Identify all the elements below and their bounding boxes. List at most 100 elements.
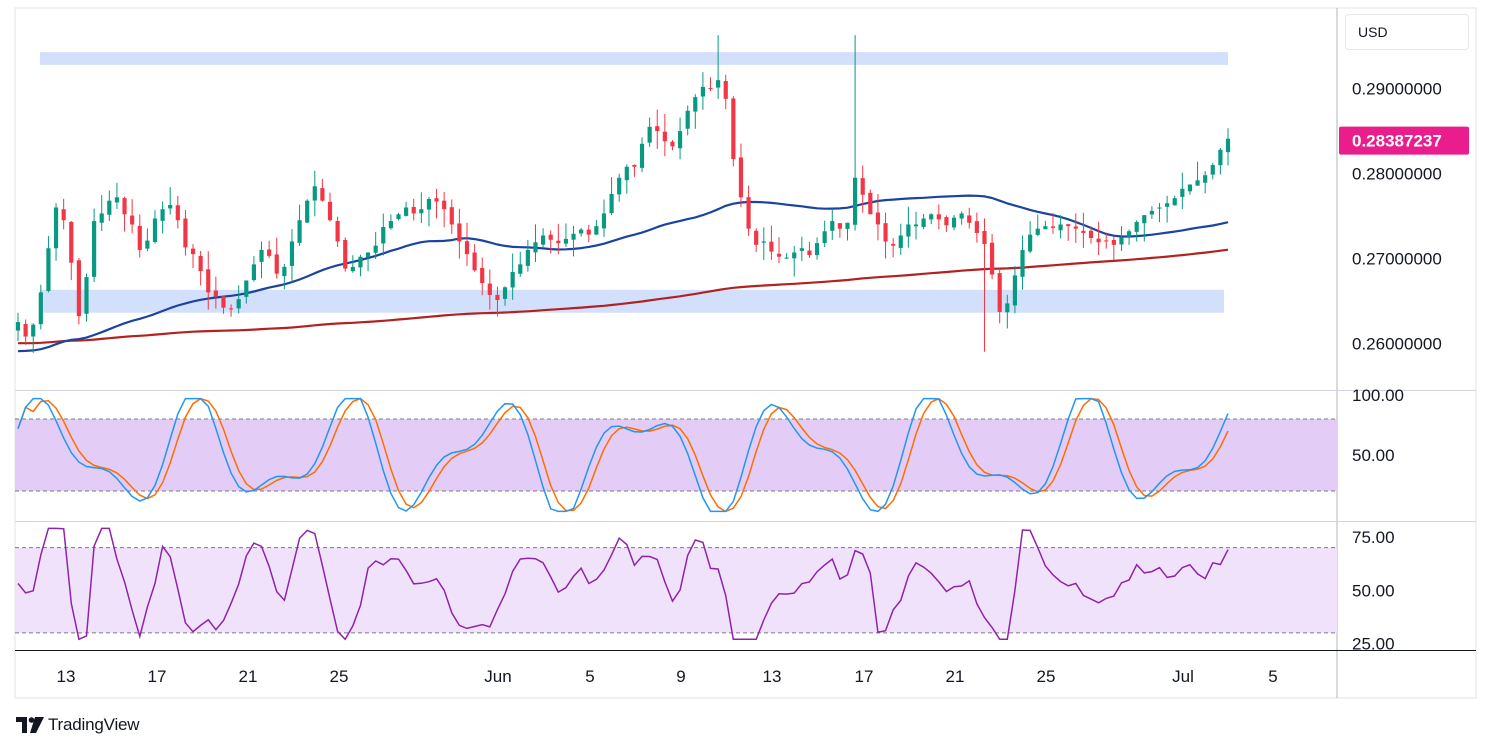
candle xyxy=(312,170,317,217)
candle xyxy=(1134,220,1139,242)
candle xyxy=(746,185,751,236)
candle xyxy=(1088,226,1094,244)
candle-body xyxy=(776,253,782,257)
candle-body xyxy=(677,131,683,149)
time-tick-label: Jul xyxy=(1172,667,1194,686)
candle-body xyxy=(259,249,264,262)
candle-body xyxy=(137,225,142,250)
candle xyxy=(647,117,652,147)
candle-body xyxy=(419,209,424,214)
candle xyxy=(358,254,363,277)
candle xyxy=(738,143,744,208)
candle-body xyxy=(350,266,355,272)
candle xyxy=(1187,184,1193,195)
candle-body xyxy=(38,292,43,325)
candle xyxy=(145,228,150,252)
candle-body xyxy=(1142,215,1147,224)
candle-body xyxy=(1180,188,1185,197)
candle xyxy=(814,237,820,260)
candle-body xyxy=(632,164,637,167)
candle xyxy=(419,192,424,224)
candle-body xyxy=(693,97,698,112)
candle xyxy=(1157,203,1162,223)
candle xyxy=(1050,212,1056,234)
candle-body xyxy=(1225,138,1231,153)
currency-selector[interactable]: USD xyxy=(1345,14,1469,50)
candle xyxy=(1012,266,1018,314)
candle xyxy=(1020,235,1025,290)
candle xyxy=(792,246,797,277)
candle xyxy=(624,164,629,194)
candle-body xyxy=(53,207,59,249)
last-price-badge xyxy=(1339,126,1469,155)
candle xyxy=(426,196,432,227)
candle-body xyxy=(213,290,218,297)
candle-body xyxy=(951,217,957,228)
candle-body xyxy=(617,177,622,195)
candle-body xyxy=(1165,203,1170,207)
candle-body xyxy=(814,243,820,256)
candle-body xyxy=(594,226,599,235)
candle xyxy=(997,268,1002,324)
candle xyxy=(84,273,89,322)
candle xyxy=(381,213,386,256)
candle xyxy=(860,165,865,213)
candle xyxy=(99,195,104,232)
candle-body xyxy=(114,197,120,203)
candle-body xyxy=(487,283,492,295)
candle xyxy=(685,105,690,136)
candle-body xyxy=(868,192,873,215)
candle-body xyxy=(312,186,317,201)
candle-body xyxy=(175,205,180,221)
candle-body xyxy=(99,213,104,223)
candle-body xyxy=(480,267,485,284)
stoch-k-line xyxy=(17,397,1229,513)
candle xyxy=(982,218,987,352)
candle-body xyxy=(1058,224,1063,231)
candle xyxy=(92,208,97,283)
time-tick-label: Jun xyxy=(484,667,511,686)
candle xyxy=(396,212,401,221)
time-tick-label: 13 xyxy=(763,667,782,686)
candle xyxy=(53,203,59,261)
candle-body xyxy=(1119,237,1124,245)
candle-body xyxy=(510,272,515,288)
candle xyxy=(297,204,302,246)
candle-body xyxy=(1203,175,1208,183)
candle-body xyxy=(1187,184,1193,192)
candle xyxy=(776,237,782,264)
candle xyxy=(754,228,759,252)
candle xyxy=(206,251,211,310)
candle-body xyxy=(746,197,751,229)
time-tick-label: 9 xyxy=(676,667,685,686)
candle xyxy=(61,198,66,230)
time-tick-label: 17 xyxy=(855,667,874,686)
candle-body xyxy=(601,213,607,229)
candle xyxy=(807,241,812,258)
candle xyxy=(1058,215,1063,239)
candle-body xyxy=(221,296,226,308)
candle-body xyxy=(913,224,919,227)
time-tick-label: 5 xyxy=(1268,667,1277,686)
candle-body xyxy=(662,131,667,142)
candles xyxy=(15,35,1231,353)
currency-label: USD xyxy=(1358,24,1388,40)
candle xyxy=(548,230,553,254)
candle xyxy=(259,241,264,279)
candle xyxy=(929,213,934,225)
price-tick-label: 0.26000000 xyxy=(1352,334,1442,353)
candle xyxy=(936,204,941,230)
candle-body xyxy=(297,220,302,243)
candle-body xyxy=(639,143,645,168)
candle xyxy=(31,323,36,353)
candle-body xyxy=(716,80,721,88)
candle xyxy=(541,228,546,249)
candle-body xyxy=(305,200,310,223)
candle-body xyxy=(731,98,736,160)
candle xyxy=(350,255,355,273)
candle xyxy=(1119,226,1124,251)
candle xyxy=(160,201,165,234)
time-tick-label: 25 xyxy=(330,667,349,686)
time-tick-label: 17 xyxy=(148,667,167,686)
